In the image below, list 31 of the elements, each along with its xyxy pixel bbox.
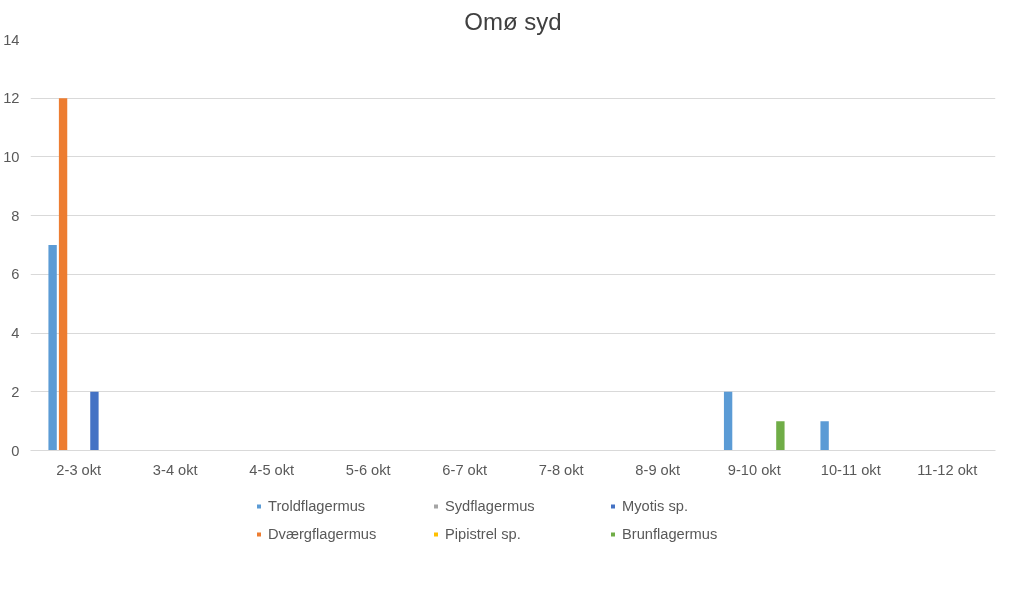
bar (48, 245, 57, 451)
y-tick-label: 4 (11, 325, 20, 342)
bar (58, 98, 68, 451)
x-tick-label: 2-3 okt (56, 461, 102, 478)
x-tick-label: 7-8 okt (538, 461, 584, 478)
legend-label: Brunflagermus (622, 526, 719, 542)
x-tick-label: 11-12 okt (917, 461, 978, 478)
x-tick-label: 10-11 okt (820, 461, 881, 478)
x-tick-label: 3-4 okt (152, 461, 198, 478)
bar (776, 421, 785, 451)
bar (723, 391, 733, 451)
legend-label: Myotis sp. (622, 498, 689, 514)
x-tick-label: 5-6 okt (345, 461, 391, 478)
x-tick-label: 4-5 okt (249, 461, 295, 478)
x-tick-label: 8-9 okt (635, 461, 681, 478)
legend-label: Troldflagermus (268, 498, 367, 514)
legend-label: Dværgflagermus (268, 526, 378, 542)
legend-label: Sydflagermus (445, 498, 536, 514)
bar (820, 421, 829, 451)
x-tick-label: 6-7 okt (442, 461, 488, 478)
y-tick-label: 14 (3, 31, 20, 48)
y-tick-label: 8 (11, 207, 20, 224)
y-tick-label: 12 (3, 90, 20, 107)
y-tick-label: 0 (11, 442, 20, 459)
y-tick-label: 10 (3, 148, 20, 165)
y-tick-label: 6 (11, 266, 20, 283)
y-tick-label: 2 (11, 383, 20, 400)
bar (90, 391, 99, 451)
chart-title: Omø syd (464, 7, 562, 35)
legend-label: Pipistrel sp. (445, 526, 522, 542)
x-tick-label: 9-10 okt (727, 461, 781, 478)
